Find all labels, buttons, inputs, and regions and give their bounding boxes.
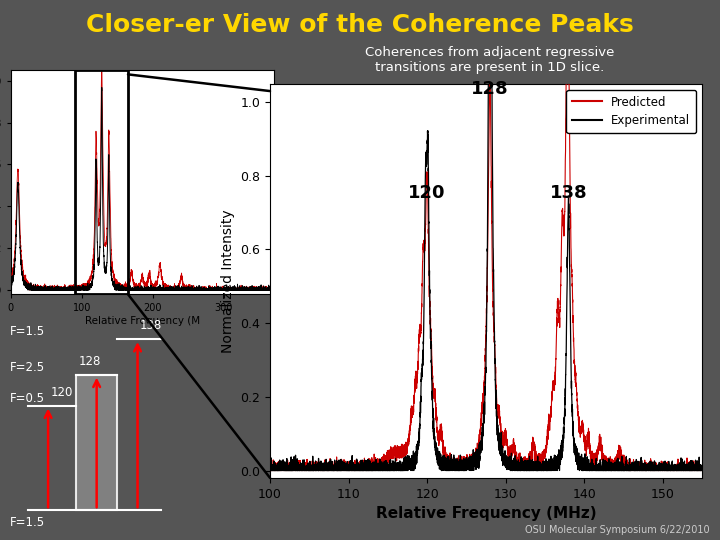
Text: F=0.5: F=0.5 — [10, 392, 45, 405]
Text: F=1.5: F=1.5 — [10, 326, 45, 339]
X-axis label: Relative Frequency (M: Relative Frequency (M — [85, 316, 199, 326]
Text: F=2.5: F=2.5 — [10, 361, 45, 374]
Y-axis label: Normalized Intensity: Normalized Intensity — [221, 209, 235, 353]
Text: 120: 120 — [50, 386, 73, 399]
Text: Closer-er View of the Coherence Peaks: Closer-er View of the Coherence Peaks — [86, 14, 634, 37]
Text: 120: 120 — [408, 184, 446, 201]
Bar — [75, 70, 128, 294]
Text: OSU Molecular Symposium 6/22/2010: OSU Molecular Symposium 6/22/2010 — [525, 524, 709, 535]
Text: 128: 128 — [78, 355, 101, 368]
Text: Coherences from adjacent regressive
transitions are present in 1D slice.: Coherences from adjacent regressive tran… — [365, 46, 614, 74]
Text: F=1.5: F=1.5 — [10, 516, 45, 529]
Text: 128: 128 — [471, 80, 509, 98]
Text: 138: 138 — [549, 184, 588, 201]
X-axis label: Relative Frequency (MHz): Relative Frequency (MHz) — [376, 506, 596, 521]
Legend: Predicted, Experimental: Predicted, Experimental — [566, 90, 696, 133]
Bar — [76, 375, 117, 510]
Text: 138: 138 — [140, 319, 163, 332]
